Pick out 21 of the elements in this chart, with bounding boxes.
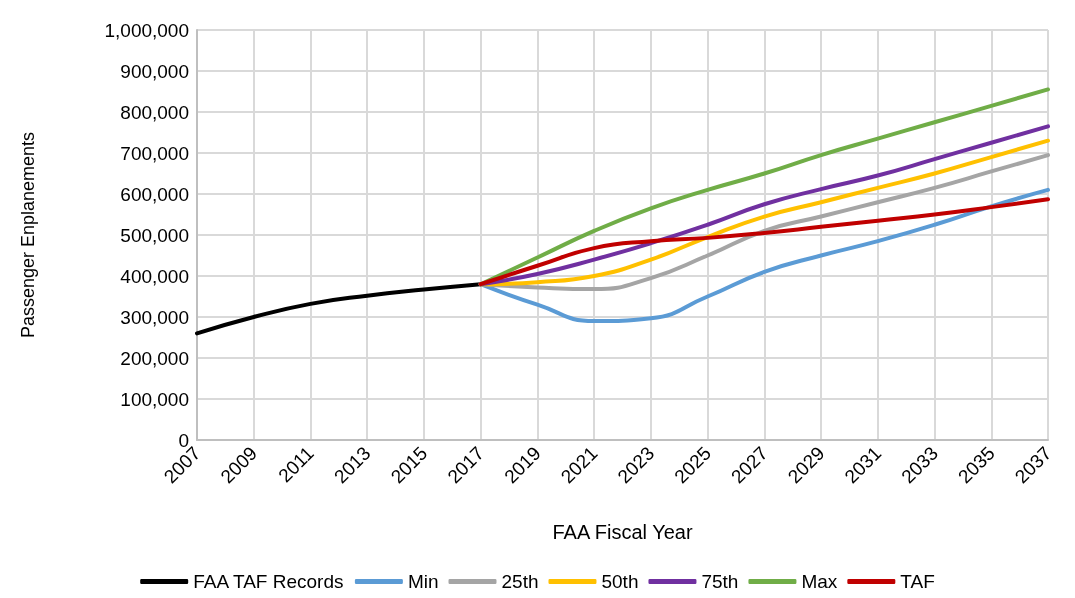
legend-label: Max (801, 571, 838, 592)
y-tick-label: 800,000 (120, 101, 189, 123)
legend-label: 75th (701, 571, 739, 592)
y-tick-label: 100,000 (120, 388, 189, 410)
y-tick-label: 900,000 (120, 60, 189, 82)
y-tick-label: 500,000 (120, 224, 189, 246)
y-tick-label: 700,000 (120, 142, 189, 164)
y-axis-title: Passenger Enplanements (18, 131, 38, 339)
legend-label: FAA TAF Records (193, 571, 344, 592)
y-tick-label: 300,000 (120, 306, 189, 328)
y-tick-label: 1,000,000 (104, 19, 189, 41)
legend-label: Min (407, 571, 439, 592)
y-tick-label: 200,000 (120, 347, 189, 369)
legend-label: TAF (900, 571, 935, 592)
line-series (478, 187, 1050, 324)
y-tick-label: 600,000 (120, 183, 189, 205)
legend-label: 50th (601, 571, 639, 592)
line-series (478, 197, 1050, 287)
legend-label: 25th (501, 571, 539, 592)
y-tick-label: 400,000 (120, 265, 189, 287)
x-axis-title: FAA Fiscal Year (552, 521, 693, 543)
